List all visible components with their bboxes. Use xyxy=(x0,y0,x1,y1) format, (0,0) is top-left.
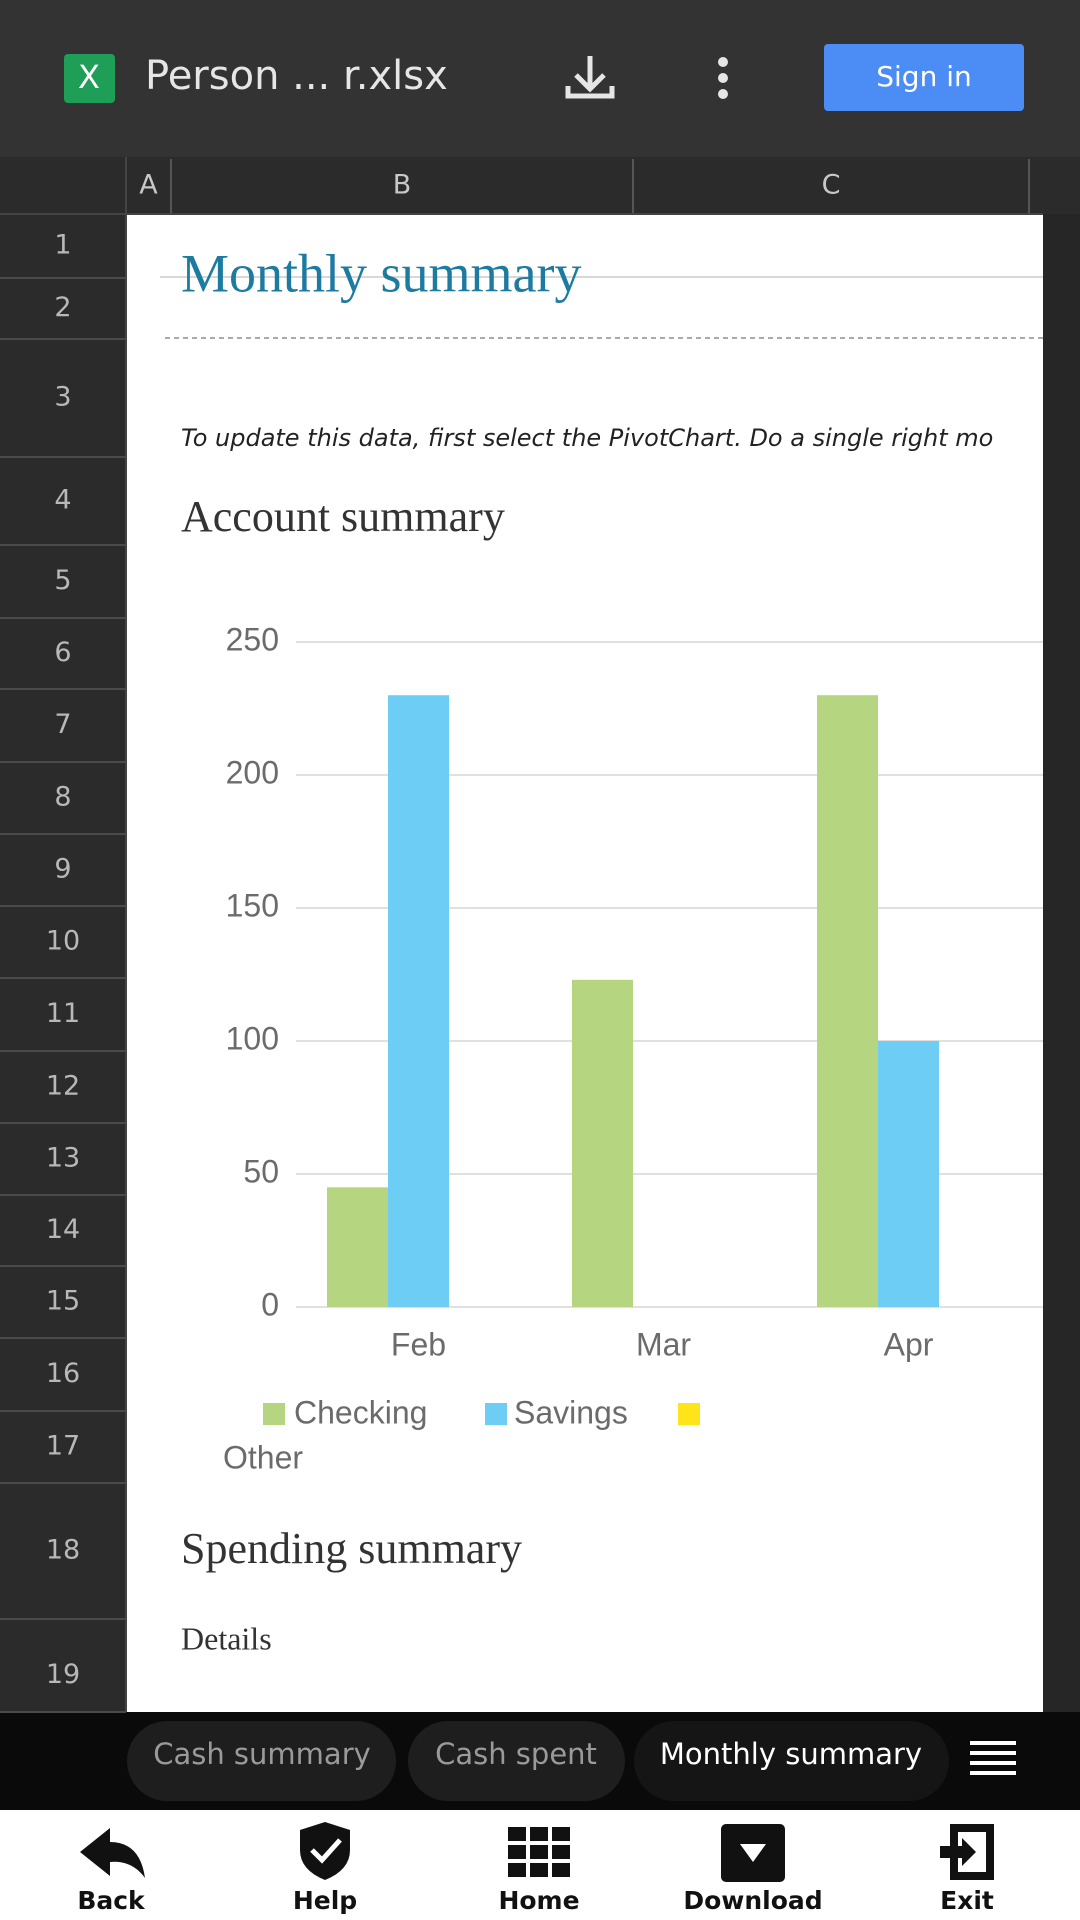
row-header: 4 xyxy=(54,485,71,516)
bar xyxy=(878,1041,939,1307)
row-header: 16 xyxy=(46,1358,80,1389)
bar xyxy=(388,695,449,1307)
x-tick-label: Feb xyxy=(391,1326,446,1362)
details: Details xyxy=(181,1620,272,1656)
more-button[interactable] xyxy=(718,57,728,99)
row-header: 15 xyxy=(46,1286,80,1317)
legend-label: Checking xyxy=(294,1394,427,1430)
row-header: 13 xyxy=(46,1143,80,1174)
nav-label[interactable]: Download xyxy=(683,1886,822,1915)
sheet-title: Monthly summary xyxy=(181,243,582,303)
row-header: 8 xyxy=(54,782,71,813)
section-heading: Account summary xyxy=(181,492,505,541)
bar xyxy=(327,1187,388,1307)
file-icon: X xyxy=(78,58,100,96)
sheet-tab-active[interactable] xyxy=(634,1721,949,1801)
nav-label[interactable]: Exit xyxy=(940,1886,994,1915)
column-header: A xyxy=(139,170,158,201)
y-tick-label: 0 xyxy=(261,1286,279,1322)
legend-swatch xyxy=(485,1403,507,1425)
right-margin xyxy=(1043,214,1080,1712)
legend-swatch xyxy=(263,1403,285,1425)
exit-icon[interactable] xyxy=(940,1824,994,1880)
nav-label[interactable]: Back xyxy=(77,1886,146,1915)
row-header: 12 xyxy=(46,1071,80,1102)
row-header: 5 xyxy=(54,565,71,596)
row-header: 19 xyxy=(46,1659,80,1690)
file-name: Person ... r.xlsx xyxy=(145,53,448,99)
nav-label[interactable]: Home xyxy=(498,1886,579,1915)
column-header: B xyxy=(393,170,412,201)
y-tick-label: 200 xyxy=(226,754,279,790)
section-heading: Spending summary xyxy=(181,1524,522,1573)
back-icon[interactable] xyxy=(80,1828,145,1878)
y-tick-label: 250 xyxy=(226,621,279,657)
tabs-menu[interactable] xyxy=(970,1741,1016,1775)
nav-label[interactable]: Help xyxy=(293,1886,357,1915)
legend-swatch xyxy=(678,1403,700,1425)
bar xyxy=(572,979,633,1307)
y-tick-label: 150 xyxy=(226,887,279,923)
row-header: 11 xyxy=(46,998,80,1029)
sign-in-button[interactable] xyxy=(824,44,1024,111)
x-tick-label: Mar xyxy=(636,1326,691,1362)
sheet-tab[interactable] xyxy=(127,1721,396,1801)
home-icon[interactable] xyxy=(508,1827,570,1877)
row-header: 1 xyxy=(54,230,71,261)
column-header: C xyxy=(822,170,841,201)
sheet-tab-label[interactable]: Cash summary xyxy=(153,1737,371,1771)
legend-label: Savings xyxy=(514,1394,628,1430)
sheet-area xyxy=(126,214,1043,1712)
y-tick-label: 100 xyxy=(226,1020,279,1056)
file-icon-bg xyxy=(64,54,115,103)
y-tick-label: 50 xyxy=(243,1153,279,1189)
sheet-tab-label[interactable]: Monthly summary xyxy=(660,1737,922,1771)
download-button[interactable] xyxy=(565,56,615,99)
sheet-tab-label[interactable]: Cash spent xyxy=(435,1737,597,1771)
row-header: 6 xyxy=(54,637,71,668)
legend-label: Other xyxy=(223,1439,303,1475)
row-header: 3 xyxy=(54,382,71,413)
row-header: 18 xyxy=(46,1535,80,1566)
row-header: 7 xyxy=(54,709,71,740)
row-header: 10 xyxy=(46,926,80,957)
sheet-tab[interactable] xyxy=(408,1721,625,1801)
download-arrow xyxy=(740,1844,766,1862)
sign-in-label[interactable]: Sign in xyxy=(876,60,972,93)
help-icon[interactable] xyxy=(300,1822,350,1880)
help-check xyxy=(310,1838,342,1864)
note: To update this data, first select the Pi… xyxy=(181,424,993,452)
row-header: 9 xyxy=(54,854,71,885)
row-header: 2 xyxy=(54,292,71,323)
x-tick-label: Apr xyxy=(884,1326,934,1362)
row-header: 17 xyxy=(46,1431,80,1462)
bar xyxy=(817,695,878,1307)
row-header: 14 xyxy=(46,1214,80,1245)
sheet-content: Monthly summary To update this data, fir… xyxy=(160,243,1043,1656)
